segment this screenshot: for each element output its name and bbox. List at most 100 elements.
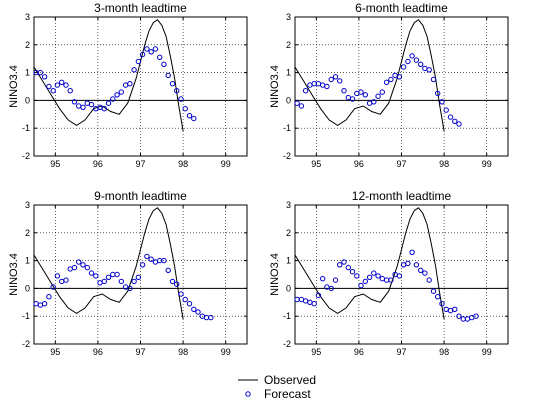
forecast-point xyxy=(50,88,56,94)
y-tick-label: 3 xyxy=(25,200,30,210)
forecast-point xyxy=(135,274,142,280)
x-tick-label: 98 xyxy=(439,159,449,169)
forecast-point xyxy=(396,74,403,80)
forecast-point xyxy=(161,257,167,264)
y-tick-label: -1 xyxy=(283,311,291,321)
y-tick-label: -2 xyxy=(283,151,291,161)
forecast-point xyxy=(144,46,150,52)
y-tick-label: 2 xyxy=(25,228,30,238)
legend: Observed Forecast xyxy=(238,373,316,401)
forecast-point xyxy=(67,88,73,94)
y-tick-label: 0 xyxy=(25,283,30,293)
forecast-point xyxy=(59,278,65,285)
forecast-point xyxy=(324,83,330,90)
x-tick-label: 95 xyxy=(311,347,321,357)
forecast-point xyxy=(362,278,368,285)
forecast-point xyxy=(413,262,420,268)
forecast-point xyxy=(332,74,339,80)
forecast-point xyxy=(182,296,188,303)
forecast-point xyxy=(311,301,317,307)
forecast-point xyxy=(337,262,343,268)
forecast-point xyxy=(144,253,150,260)
forecast-point xyxy=(50,284,56,290)
forecast-point xyxy=(298,103,305,109)
subplot-3: 95 96 97 98 99 -2 -1 0 1 2 3 9-month leadtime NINO3.… xyxy=(8,189,248,357)
forecast-point xyxy=(430,76,437,83)
y-tick-label: 1 xyxy=(25,68,30,78)
forecast-point xyxy=(388,76,394,83)
forecast-point xyxy=(439,301,445,307)
forecast-point xyxy=(388,277,394,283)
forecast-point xyxy=(447,307,454,314)
x-tick-label: 97 xyxy=(135,159,145,169)
forecast-point xyxy=(186,301,193,307)
forecast-point xyxy=(379,276,385,282)
forecast-point xyxy=(422,65,428,72)
forecast-point xyxy=(37,69,44,76)
forecast-point xyxy=(148,256,154,262)
forecast-point xyxy=(182,106,188,112)
forecast-point xyxy=(169,81,176,87)
forecast-point xyxy=(139,262,146,268)
x-tick-label: 95 xyxy=(50,347,60,357)
x-tick-label: 97 xyxy=(135,347,145,357)
observed-line xyxy=(33,207,184,320)
forecast-point xyxy=(110,96,116,102)
observed-line xyxy=(294,19,445,132)
forecast-point xyxy=(203,314,210,321)
forecast-point xyxy=(294,100,300,106)
forecast-point xyxy=(118,278,125,285)
forecast-point xyxy=(67,266,73,272)
forecast-point xyxy=(114,92,120,98)
forecast-point xyxy=(131,67,137,73)
y-tick-label: 2 xyxy=(286,40,291,50)
x-tick-label: 99 xyxy=(221,159,231,169)
forecast-point xyxy=(307,299,313,305)
x-tick-label: 96 xyxy=(354,347,364,357)
x-tick-label: 99 xyxy=(482,347,492,357)
forecast-point xyxy=(63,277,69,283)
y-tick-label: 2 xyxy=(286,228,291,238)
forecast-point xyxy=(405,58,411,65)
y-tick-label: 3 xyxy=(286,12,291,22)
forecast-point xyxy=(139,51,146,58)
subplot-2: 95 96 97 98 99 -2 -1 0 1 2 3 6-month leadtime NINO3.… xyxy=(269,1,509,169)
y-tick-label: -1 xyxy=(22,123,30,133)
legend-forecast-label: Forecast xyxy=(264,387,311,401)
y-axis-label: NINO3.4 xyxy=(8,65,20,108)
forecast-point xyxy=(84,264,91,271)
forecast-point xyxy=(165,72,171,79)
forecast-point xyxy=(443,107,449,113)
forecast-point xyxy=(71,99,78,105)
x-tick-label: 95 xyxy=(311,159,321,169)
forecast-point xyxy=(439,99,445,105)
forecast-point xyxy=(358,89,364,95)
forecast-point xyxy=(131,278,137,285)
forecast-point xyxy=(105,100,112,106)
forecast-point xyxy=(418,61,424,68)
forecast-point xyxy=(80,104,86,111)
observed-line xyxy=(294,207,445,320)
forecast-point xyxy=(93,273,99,279)
forecast-point xyxy=(127,81,133,87)
forecast-point xyxy=(383,79,390,86)
forecast-point xyxy=(452,118,458,125)
forecast-point xyxy=(97,280,103,286)
forecast-point xyxy=(430,288,437,294)
forecast-point xyxy=(71,264,78,271)
forecast-point xyxy=(400,64,407,70)
forecast-point xyxy=(294,296,300,303)
forecast-point xyxy=(456,313,462,319)
y-tick-label: 1 xyxy=(286,256,291,266)
legend-observed-label: Observed xyxy=(264,373,316,387)
legend-forecast-swatch xyxy=(245,391,251,397)
forecast-point xyxy=(405,260,411,267)
subplot-title: 12-month leadtime xyxy=(352,189,452,203)
forecast-point xyxy=(105,274,112,280)
y-axis-label: NINO3.4 xyxy=(269,65,281,108)
forecast-point xyxy=(101,278,108,285)
forecast-point xyxy=(320,276,326,282)
y-tick-label: 0 xyxy=(25,95,30,105)
forecast-point xyxy=(328,285,334,292)
